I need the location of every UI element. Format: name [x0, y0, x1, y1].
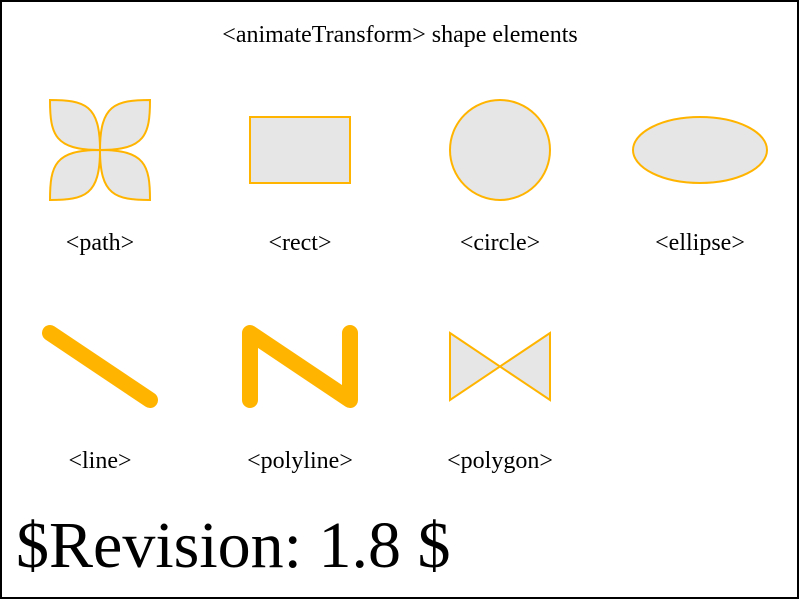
rect-label: <rect>	[268, 230, 331, 256]
diagram-title: <animateTransform> shape elements	[222, 22, 577, 48]
polygon-shape	[449, 331, 551, 402]
ellipse-shape	[632, 116, 768, 184]
ellipse-label: <ellipse>	[655, 230, 745, 256]
path-shape	[48, 98, 152, 202]
circle-label: <circle>	[460, 230, 540, 256]
circle-shape	[449, 99, 551, 201]
polyline-label: <polyline>	[247, 448, 353, 474]
revision-text: $Revision: 1.8 $	[16, 509, 451, 582]
polygon-label: <polygon>	[447, 448, 553, 474]
line-label: <line>	[68, 448, 131, 474]
rect-shape	[249, 116, 351, 184]
line-shape	[42, 325, 158, 408]
polyline-shape	[242, 325, 358, 408]
path-label: <path>	[66, 230, 134, 256]
